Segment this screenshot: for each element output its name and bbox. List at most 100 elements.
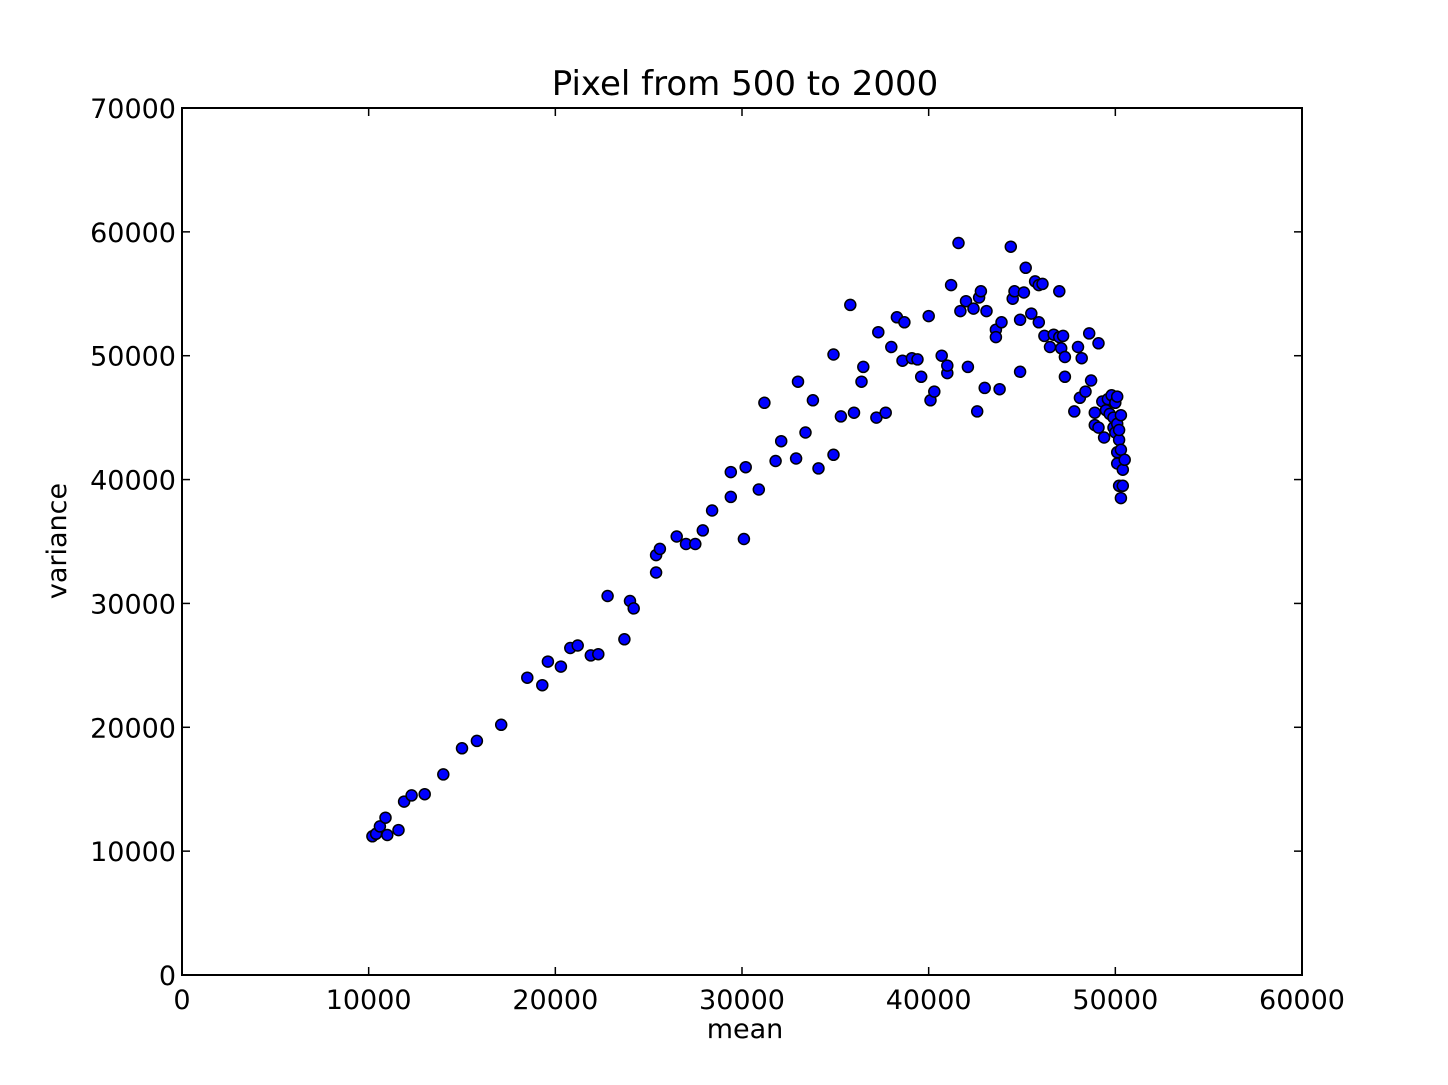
scatter-point [993,382,1006,396]
scatter-point [392,823,405,837]
scatter-point [959,294,973,308]
scatter-point [373,820,387,833]
scatter-point [689,537,702,551]
scatter-point [1116,463,1130,476]
y-tick-label: 20000 [90,713,176,744]
scatter-point [1075,351,1088,365]
scatter-point [1019,261,1032,275]
scatter-point [799,426,812,439]
scatter-point [739,460,752,474]
scatter-point [827,448,840,462]
scatter-point [1058,350,1072,364]
scatter-point [724,465,738,479]
scatter-point [1043,340,1057,354]
scatter-point [898,316,911,329]
scatter-point [1110,390,1124,403]
scatter-point [536,678,549,692]
scatter-point [914,370,928,384]
scatter-point [879,406,892,419]
scatter-point [1097,431,1111,444]
scatter-point [970,405,984,418]
scatter-point [1118,453,1131,467]
x-tick-label: 40000 [886,985,972,1016]
x-tick-label: 50000 [1072,985,1158,1016]
ticks-layer: 0 10000 20000 30000 40000 50000 60000 0 10000 200… [90,94,1345,1016]
scatter-point [1004,240,1018,253]
scatter-point [812,462,825,475]
scatter-point [379,811,392,824]
scatter-point [1114,491,1128,505]
scatter-point [791,375,805,388]
scatter-point [696,524,710,537]
scatter-point [978,381,991,395]
scatter-point [995,316,1008,329]
scatter-point [1116,479,1130,493]
x-tick-label: 20000 [512,985,598,1016]
scatter-point [980,304,993,318]
scatter-point [405,789,418,802]
y-tick-label: 0 [159,961,176,992]
scatter-point [1092,337,1105,350]
scatter-point [855,375,868,388]
scatter-point [872,325,885,339]
chart-title: Pixel from 500 to 2000 [552,64,939,104]
scatter-point [724,490,738,504]
scatter-point [1056,329,1070,343]
scatter-point [571,639,584,652]
scatter-point [928,385,941,398]
scatter-point [1079,385,1092,398]
scatter-point [1082,327,1096,340]
scatter-point [961,360,975,374]
scatter-point [989,330,1003,344]
scatter-point [1017,286,1031,299]
scatter-point [847,406,861,419]
scatter-point [1013,365,1027,379]
scatter-point [1053,285,1066,298]
scatter-point [649,566,663,579]
y-tick-label: 10000 [90,837,176,868]
scatter-point [789,452,803,465]
scatter-point [944,278,958,292]
scatter-point [541,655,555,668]
scatter-point [470,734,484,748]
y-tick-label: 60000 [90,218,176,249]
x-tick-label: 30000 [699,985,785,1016]
x-tick-label: 10000 [326,985,412,1016]
scatter-point [1092,421,1105,434]
scatter-point [911,353,924,366]
scatter-point [952,236,965,250]
scatter-point [627,602,640,615]
scatter-point [1025,307,1038,320]
y-tick-label: 50000 [90,342,176,373]
scatter-point [653,542,667,556]
scatter-point [1084,374,1098,387]
scatter-point [954,304,967,318]
scatter-point [381,828,394,842]
y-axis-title: variance [42,483,73,599]
scatter-point [827,348,840,361]
scatter-point [418,787,431,801]
scatter-point [554,660,568,673]
scatter-point [1088,406,1102,419]
scatter-point [844,298,857,312]
scatter-point [967,302,980,315]
x-tick-label: 0 [173,985,190,1016]
scatter-point [1112,423,1126,437]
scatter-point [592,647,605,661]
scatter-point [737,532,751,546]
scatter-point [521,671,534,684]
scatter-point [769,454,782,468]
scatter-point [437,768,450,781]
scatter-point [455,742,469,755]
x-tick-label: 60000 [1259,985,1345,1016]
scatter-point [941,359,954,372]
scatter-point [705,504,719,517]
scatter-point [1013,313,1027,327]
scatter-point [1036,277,1049,291]
y-tick-label: 40000 [90,466,176,497]
scatter-point [1032,316,1046,329]
y-tick-label: 30000 [90,589,176,620]
scatter-point [758,396,771,410]
